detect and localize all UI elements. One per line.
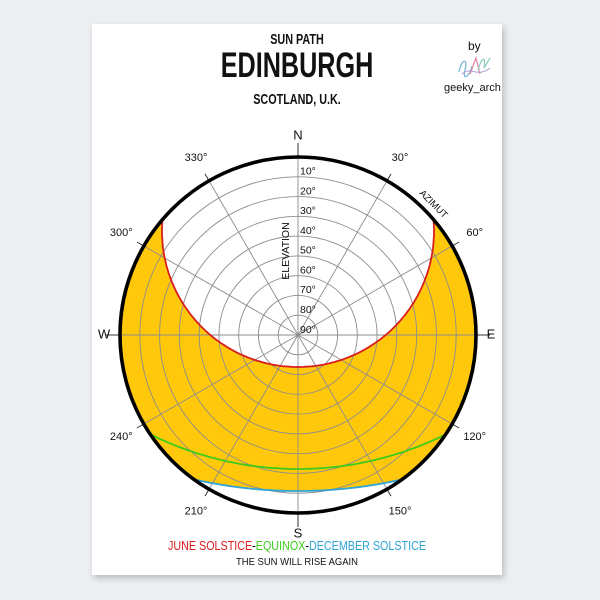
legend-december: DECEMBER SOLSTICE [308,539,427,553]
title-region: SCOTLAND, U.K. [253,91,341,108]
legend-june: JUNE SOLSTICE [167,539,253,553]
azimuth-label-240: 240° [110,431,133,443]
author-name: geeky_arch [444,82,501,94]
legend: JUNE SOLSTICE-EQUINOX-DECEMBER SOLSTICE [121,539,474,553]
title-sun-path: SUN PATH [270,31,324,48]
by-label: by [468,39,481,53]
azimuth-label-120: 120° [463,431,486,443]
azimuth-label-210: 210° [185,506,208,518]
azimuth-spoke [140,334,299,427]
tagline: THE SUN WILL RISE AGAIN [235,556,359,568]
azimuth-label-330: 330° [185,152,208,164]
azimuth-label-300: 300° [110,227,133,239]
legend-sep-2: - [305,539,309,553]
elevation-label: 60° [300,264,316,276]
sun-path-diagram: N E S W 30° 60° 120° 150° 210° 240° 300° 330° 10° 20°… [98,127,496,540]
elevation-label: 10° [300,166,316,178]
azimuth-spoke [297,177,390,336]
azimuth-spoke [297,334,456,427]
elevation-axis-label: ELEVATION [280,222,292,279]
elevation-label: 90° [300,324,316,336]
elevation-label: 80° [300,304,316,316]
cardinal-n: N [293,127,302,142]
azimuth-spoke [297,243,456,336]
legend-equinox: EQUINOX [255,539,306,553]
june-solstice-path [161,219,435,368]
azimuth-spoke [206,334,299,493]
azimuth-spoke [297,334,390,493]
sun-path-fill [120,219,476,491]
title-city: EDINBURGH [220,46,374,85]
december-solstice-path [193,478,403,492]
azimuth-axis-label: AZIMUT [417,188,450,221]
cardinal-e: E [487,326,496,341]
equinox-path [149,433,447,470]
horizon-rim [118,155,478,515]
azimuth-label-150: 150° [389,506,412,518]
elevation-label: 30° [300,205,316,217]
cardinal-s: S [294,525,303,540]
elevation-label: 40° [300,225,316,237]
elevation-label: 20° [300,185,316,197]
poster: SUN PATH EDINBURGH SCOTLAND, U.K. by gee… [92,24,502,575]
signature-logo-icon [458,55,491,78]
azimuth-label-30: 30° [392,152,409,164]
legend-sep-1: - [252,539,256,553]
azimuth-label-60: 60° [466,227,483,239]
elevation-label: 50° [300,245,316,257]
azimuth-spoke [140,243,299,336]
azimuth-spoke [206,177,299,336]
elevation-label: 70° [300,284,316,296]
cardinal-w: W [98,326,111,341]
